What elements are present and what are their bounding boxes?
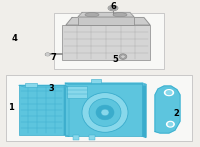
Ellipse shape	[166, 91, 172, 95]
Polygon shape	[64, 85, 69, 136]
Text: 7: 7	[50, 53, 56, 62]
Ellipse shape	[108, 5, 118, 11]
Bar	[25, 83, 37, 87]
Text: 6: 6	[110, 2, 116, 11]
Ellipse shape	[168, 123, 173, 126]
Ellipse shape	[110, 6, 116, 10]
Text: 4: 4	[12, 34, 18, 43]
Polygon shape	[155, 86, 180, 133]
Ellipse shape	[46, 54, 49, 55]
Ellipse shape	[164, 90, 174, 96]
Text: 3: 3	[48, 84, 54, 93]
Text: 2: 2	[173, 109, 179, 118]
Bar	[6, 75, 192, 141]
Text: 5: 5	[112, 55, 118, 64]
Bar	[54, 13, 164, 69]
Bar	[89, 135, 95, 140]
Ellipse shape	[119, 54, 127, 59]
Ellipse shape	[96, 105, 114, 120]
Ellipse shape	[121, 55, 125, 58]
Bar	[73, 135, 79, 140]
Polygon shape	[65, 83, 146, 85]
Ellipse shape	[45, 53, 50, 56]
Bar	[19, 85, 64, 135]
Ellipse shape	[113, 13, 127, 17]
Text: 1: 1	[8, 103, 14, 112]
Bar	[62, 25, 150, 60]
Polygon shape	[142, 83, 146, 137]
Bar	[65, 83, 142, 136]
Bar	[78, 17, 134, 25]
Polygon shape	[66, 18, 150, 25]
Ellipse shape	[101, 109, 109, 116]
Bar	[67, 86, 87, 98]
Ellipse shape	[82, 93, 128, 132]
Ellipse shape	[167, 121, 174, 127]
Bar	[91, 79, 101, 83]
Ellipse shape	[89, 98, 121, 126]
Ellipse shape	[85, 13, 99, 17]
Polygon shape	[78, 12, 134, 17]
Polygon shape	[19, 85, 69, 87]
